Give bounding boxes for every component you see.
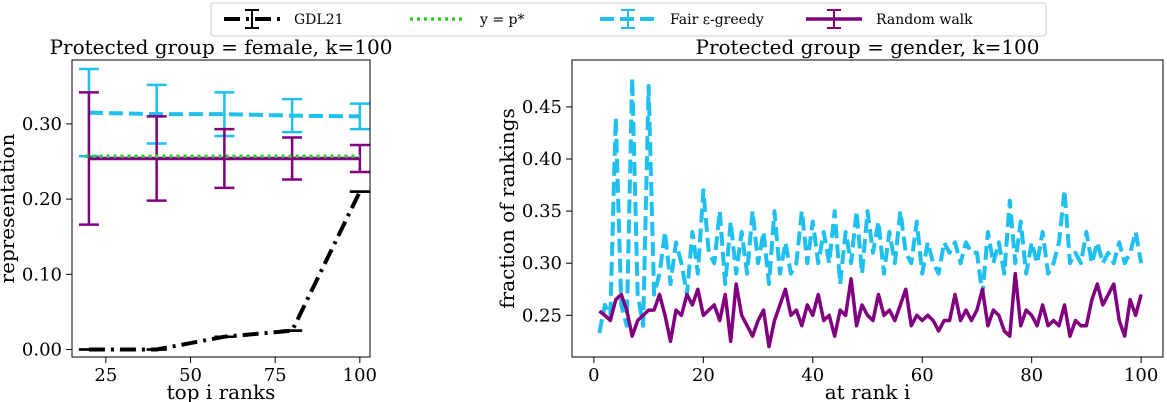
y-tick-label: 0.00 [22, 339, 62, 360]
series-gdl21 [78, 190, 370, 352]
plot-area [597, 75, 1144, 349]
x-tick-label: 25 [94, 365, 117, 386]
y-axis-label: representation [0, 133, 19, 283]
x-tick-label: 0 [588, 365, 599, 386]
x-tick-label: 50 [179, 365, 202, 386]
right-chart: Protected group = gender, k=100 0 20 40 60 80… [495, 35, 1164, 402]
axes-frame [571, 59, 1164, 358]
x-tick-label: 60 [911, 365, 934, 386]
x-tick-label: 75 [264, 365, 287, 386]
x-tick-label: 40 [801, 365, 824, 386]
series-random-walk [78, 91, 370, 226]
x-tick-label: 20 [692, 365, 715, 386]
x-axis-label: at rank i [825, 380, 911, 402]
x-axis-label: top i ranks [167, 380, 276, 402]
y-tick-label: 0.45 [522, 97, 562, 118]
legend-label: Random walk [876, 12, 973, 28]
series-line [88, 110, 360, 119]
left-chart: Protected group = female, k=100 25 50 75 100… [0, 35, 392, 402]
series-fair-greedy [597, 75, 1144, 334]
legend-label: Fair ε-greedy [670, 12, 764, 28]
y-tick-label: 0.25 [522, 305, 562, 326]
plot-area [78, 67, 370, 352]
series-line [598, 271, 1143, 349]
x-tick-label: 100 [1124, 365, 1158, 386]
y-tick-label: 0.30 [22, 114, 62, 135]
legend-label: y = p* [479, 12, 525, 28]
series-line [88, 190, 362, 352]
legend: GDL21 y = p* Fair ε-greedy Random walk [210, 2, 1047, 37]
axes-frame [71, 59, 371, 358]
legend-item: GDL21 [224, 9, 344, 29]
legend-label: GDL21 [294, 12, 344, 28]
x-tick-label: 100 [343, 365, 377, 386]
y-axis-label: fraction of rankings [495, 108, 519, 308]
legend-item: Random walk [806, 9, 973, 29]
y-tick-label: 0.35 [522, 201, 562, 222]
y-tick-label: 0.20 [22, 189, 62, 210]
y-tick-label: 0.10 [22, 264, 62, 285]
chart-title: Protected group = gender, k=100 [695, 35, 1039, 59]
y-tick-label: 0.30 [522, 253, 562, 274]
legend-item: y = p* [410, 12, 525, 28]
chart-title: Protected group = female, k=100 [50, 35, 393, 59]
series-random-walk [598, 271, 1143, 349]
y-tick-label: 0.40 [522, 149, 562, 170]
legend-item: Fair ε-greedy [600, 9, 764, 29]
series-line [597, 75, 1144, 334]
x-tick-label: 80 [1020, 365, 1043, 386]
